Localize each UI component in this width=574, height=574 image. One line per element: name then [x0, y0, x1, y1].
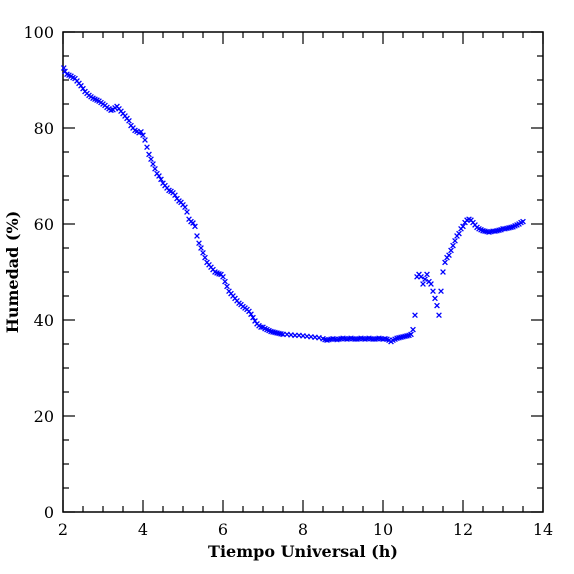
data-point [250, 314, 256, 321]
x-tick-label: 4 [138, 520, 148, 539]
axis-ticks [62, 31, 544, 513]
plot-frame [62, 31, 544, 513]
data-point [448, 247, 454, 254]
data-point [440, 269, 446, 275]
data-point [258, 324, 264, 331]
data-point [418, 273, 424, 280]
data-point [140, 132, 146, 139]
x-tick-label: 2 [58, 520, 68, 539]
data-point [202, 254, 208, 261]
data-point [198, 245, 204, 251]
y-tick-label: 100 [23, 23, 54, 42]
data-point [156, 173, 162, 179]
data-point [438, 288, 444, 295]
data-point [158, 176, 164, 183]
data-point [436, 312, 442, 319]
data-point [224, 283, 230, 290]
y-tick-label: 60 [34, 215, 54, 234]
data-point [222, 278, 228, 285]
data-point [460, 223, 466, 230]
data-point [434, 302, 440, 309]
data-point [432, 295, 438, 302]
data-point [200, 249, 206, 256]
data-point [428, 281, 434, 287]
data-point [316, 334, 322, 341]
data-point [194, 233, 200, 239]
y-tick-label: 20 [34, 407, 54, 426]
data-point [152, 165, 158, 172]
data-point [412, 312, 418, 319]
data-point [142, 137, 148, 143]
data-point [184, 209, 190, 215]
data-point [456, 230, 462, 237]
data-point [126, 117, 132, 124]
data-point [150, 161, 156, 167]
data-point [446, 252, 452, 259]
data-point [192, 223, 198, 230]
data-point [172, 192, 178, 199]
data-point [220, 273, 226, 280]
data-point [148, 156, 154, 163]
data-point [196, 240, 202, 247]
data-point [138, 128, 144, 135]
data-point [190, 220, 196, 226]
y-tick-label: 40 [34, 311, 54, 330]
y-tick-label: 0 [44, 503, 54, 522]
data-series [60, 65, 526, 345]
data-point [452, 237, 458, 244]
x-tick-label: 12 [453, 520, 473, 539]
data-point [450, 242, 456, 249]
y-tick-label: 80 [34, 119, 54, 138]
data-point [248, 311, 254, 318]
y-axis-title: Humedad (%) [3, 211, 22, 334]
data-point [410, 326, 416, 333]
data-point [60, 65, 67, 71]
data-point [144, 144, 150, 151]
x-tick-label: 8 [298, 520, 308, 539]
data-point [442, 259, 448, 266]
x-tick-label: 10 [373, 520, 393, 539]
data-point [520, 218, 526, 225]
data-point [182, 204, 188, 211]
data-point [422, 276, 428, 283]
data-point [430, 288, 436, 295]
axis-tick-labels: 2 4 6 8 10 12 14 0 20 40 60 80 100 [23, 23, 553, 539]
data-point [420, 281, 426, 287]
x-axis-title: Tiempo Universal (h) [208, 542, 398, 561]
data-point [146, 151, 152, 158]
x-tick-label: 6 [218, 520, 228, 539]
data-point [408, 331, 414, 338]
data-point [424, 271, 430, 278]
x-tick-label: 14 [533, 520, 553, 539]
